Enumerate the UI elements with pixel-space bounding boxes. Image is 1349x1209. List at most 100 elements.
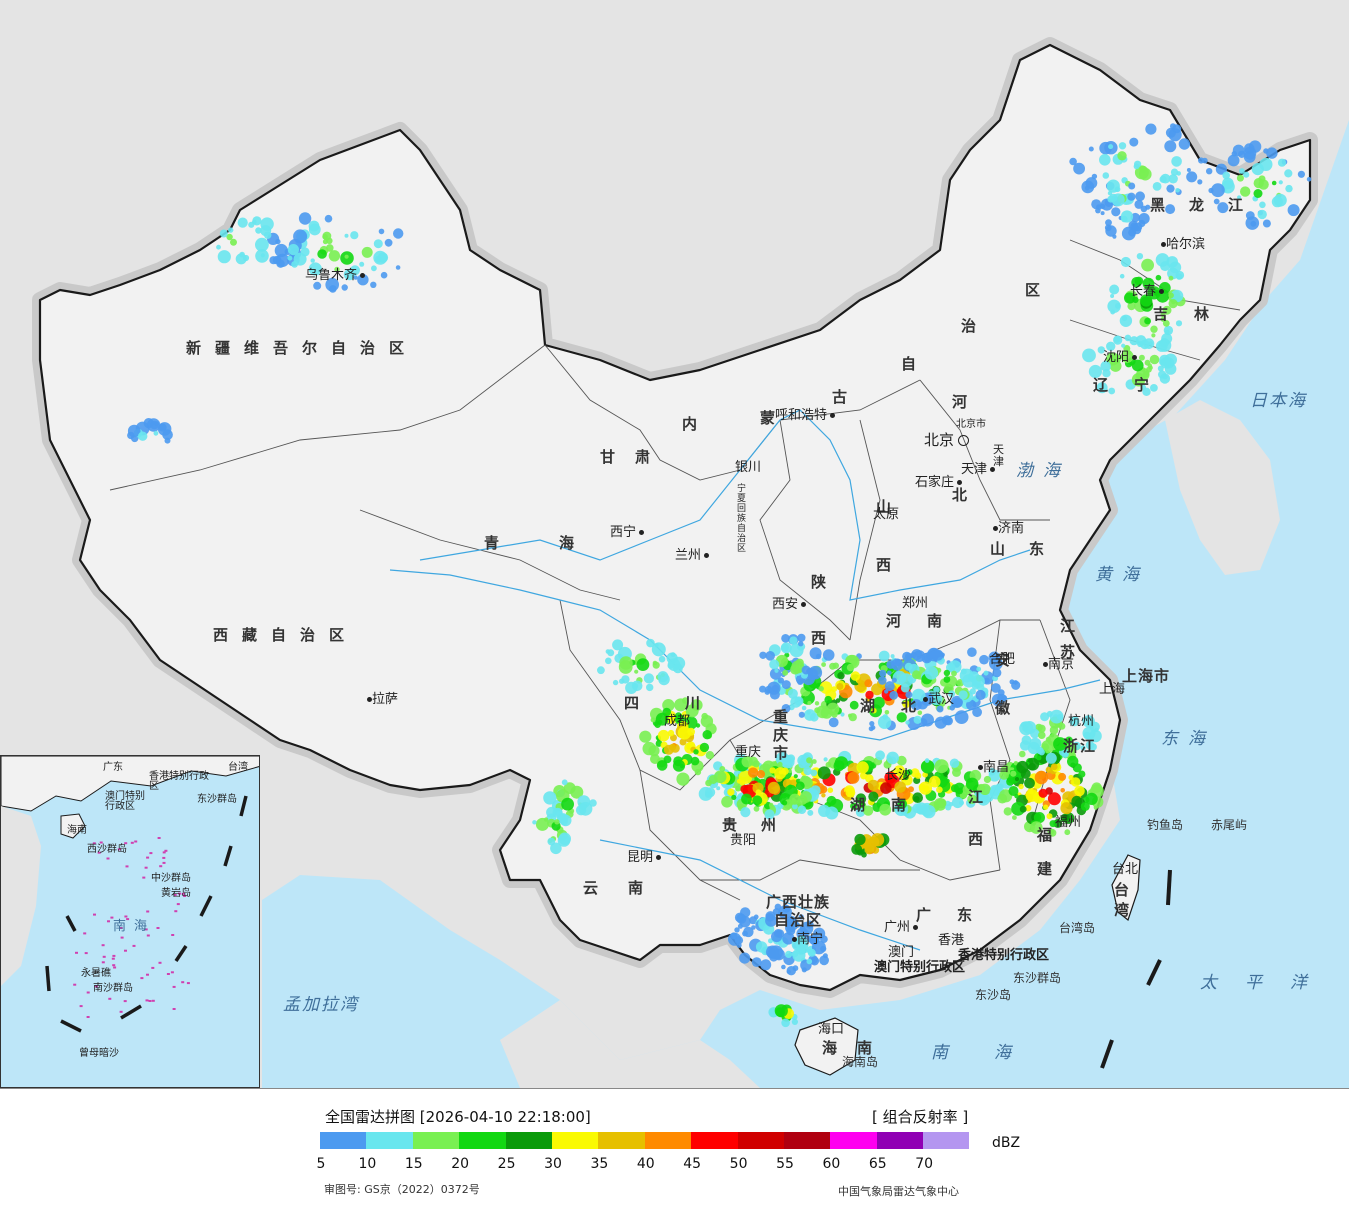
radar-echo-cell [1243,146,1257,160]
inset-hainan [60,813,86,839]
radar-echo-cell [1129,137,1139,147]
province-hunan: 湖南 [850,796,933,814]
radar-echo-cell [612,679,619,686]
radar-echo-cell [787,688,798,699]
inset-reef-mark [111,957,115,960]
radar-echo-cell [825,806,839,820]
radar-echo-cell [672,759,686,772]
radar-echo-cell [694,768,702,776]
radar-echo-cell [322,239,328,245]
radar-echo-cell [781,767,789,775]
radar-echo-cell [1266,147,1278,159]
radar-echo-cell [765,913,775,922]
radar-echo-cell [921,652,933,664]
radar-echo-cell [1144,317,1151,325]
radar-echo-cell [1100,211,1105,216]
radar-echo-cell [797,678,804,686]
inset-reef-mark [86,991,90,994]
inset-reef-mark [156,927,160,929]
radar-echo-cell [619,678,625,684]
radar-echo-cell [341,284,348,291]
radar-echo-cell [976,666,982,672]
province-macau: 澳门特别行政区 [874,960,966,975]
radar-echo-cell [871,707,877,714]
radar-echo-cell [359,261,365,267]
city-wuhan: 武汉 [920,692,954,708]
inset-reef-mark [162,861,166,864]
radar-echo-cell [781,1018,790,1028]
radar-echo-cell [561,779,568,786]
radar-echo-cell [831,711,838,718]
radar-echo-cell [773,929,783,938]
inset-reef-mark [112,964,116,967]
inset-reef-mark [146,856,150,859]
radar-echo-cell [308,223,321,236]
province-neimenggu-meng: 蒙 [760,409,790,427]
radar-echo-cell [1119,314,1133,327]
radar-echo-cell [834,756,849,770]
radar-echo-cell [547,837,556,846]
radar-echo-cell [768,802,774,808]
radar-echo-cell [789,793,801,805]
radar-echo-cell [1009,679,1015,685]
city-nanchang: 南昌 [975,760,1009,776]
radar-echo-cell [1108,144,1114,150]
radar-echo-cell [891,677,897,683]
radar-echo-cell [324,214,333,223]
province-fujian: 福建 [1037,826,1053,878]
nine-dash-segments [1100,869,1172,1069]
radar-echo-cell [353,275,358,280]
radar-echo-cell [1071,777,1081,787]
radar-echo-cell [1073,162,1085,175]
radar-echo-cell [1168,292,1174,299]
radar-echo-cell [705,751,715,760]
inset-reef-mark [124,949,127,952]
radar-echo-cell [1277,158,1287,167]
radar-echo-cell [819,955,829,966]
radar-echo-cell [1064,829,1071,836]
radar-echo-cell [933,686,940,694]
radar-echo-cell [1160,173,1171,184]
radar-echo-cell [807,809,814,816]
radar-echo-cell [851,844,863,855]
radar-echo-cell [988,768,996,776]
radar-echo-cell [740,807,751,818]
radar-echo-cell [317,249,327,259]
radar-echo-cell [748,756,758,766]
radar-echo-cell [1029,737,1042,750]
radar-echo-cell [910,699,922,711]
radar-echo-cell [795,658,804,667]
radar-echo-cell [1284,169,1293,178]
city-chongqing: 重庆 [735,745,762,760]
radar-echo-cell [840,712,845,717]
radar-echo-cell [893,765,905,777]
inset-reef-mark [97,851,101,854]
radar-echo-cell [822,649,835,661]
radar-echo-cell [1160,312,1166,318]
radar-echo-cell [1033,812,1045,824]
province-taiwan: 台湾 [1114,881,1130,919]
radar-echo-cell [878,676,887,685]
radar-echo-cell [979,654,989,665]
radar-echo-cell [1213,198,1220,205]
radar-echo-cell [751,925,756,930]
radar-echo-cell [798,761,806,769]
radar-echo-cell [1111,207,1121,217]
radar-echo-cell [967,647,977,657]
radar-echo-cell [801,705,807,711]
radar-echo-cell [781,964,786,970]
radar-echo-cell [864,842,875,853]
radar-echo-cell [945,804,952,811]
radar-echo-cell [988,651,1001,664]
province-jiangxi: 江西 [968,788,984,848]
radar-echo-cell [371,265,377,272]
radar-echo-cell [781,680,791,690]
radar-echo-cell [1022,725,1029,732]
radar-echo-cell [395,265,401,270]
radar-echo-cell [1099,203,1106,210]
radar-echo-cell [921,713,934,727]
radar-echo-cell [905,720,910,725]
radar-echo-cell [766,945,779,959]
radar-echo-cell [164,437,171,444]
scale-tick-label: 65 [868,1156,887,1172]
